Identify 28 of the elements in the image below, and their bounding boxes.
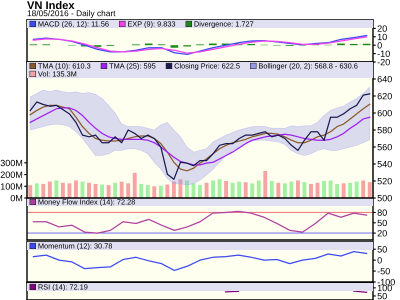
y2-tick-label: 640 <box>378 76 392 82</box>
chart-subtitle: 18/05/2016 - Daily chart <box>28 10 116 18</box>
y-tick-label: 80 <box>378 209 387 216</box>
chart-title: VN Index <box>27 1 74 10</box>
y-tick-label: -50 <box>378 268 390 274</box>
y2-tick-label: 580 <box>378 126 392 134</box>
y-tick-label: 100M <box>0 183 22 190</box>
y-tick-label: 50 <box>378 246 387 253</box>
y2-tick-label: 560 <box>378 144 392 150</box>
y-tick-label: 50 <box>378 292 387 300</box>
y-tick-label: 0 <box>378 42 382 49</box>
y-tick-label: 50 <box>378 220 387 226</box>
y-tick-label: 300M <box>0 160 22 166</box>
y-tick-label: 100 <box>378 284 392 292</box>
y2-tick-label: 540 <box>378 160 392 168</box>
y-tick-label: 0 <box>378 257 382 264</box>
y-tick-label: 20 <box>378 230 387 236</box>
y-tick-label: 20 <box>378 25 387 32</box>
y2-tick-label: 620 <box>378 92 392 100</box>
y2-tick-label: 600 <box>378 110 392 116</box>
y-tick-label: -100 <box>378 278 395 286</box>
y-tick-label: 10 <box>378 34 387 40</box>
y2-tick-label: 520 <box>378 178 392 184</box>
y-tick-label: -10 <box>378 50 390 57</box>
y-tick-label: -20 <box>378 58 390 66</box>
y-tick-label: 200M <box>0 172 22 178</box>
y2-tick-label: 500 <box>378 194 392 202</box>
y-tick-label: 0M <box>10 194 22 202</box>
